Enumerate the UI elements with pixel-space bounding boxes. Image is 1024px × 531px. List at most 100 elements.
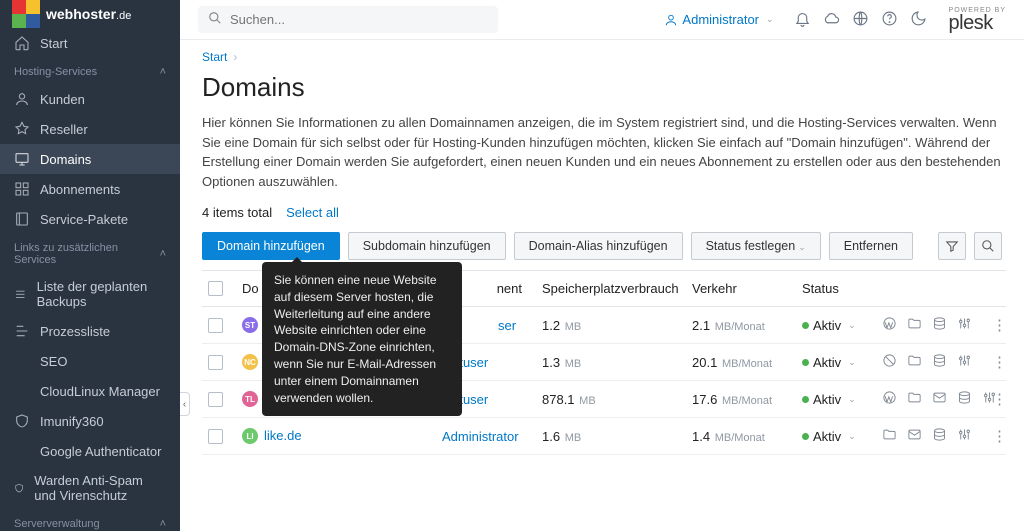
page-title: Domains — [202, 72, 1002, 103]
select-all-checkbox[interactable] — [208, 281, 223, 296]
chevron-right-icon: › — [233, 50, 237, 64]
filter-button[interactable] — [938, 232, 966, 260]
row-checkbox[interactable] — [208, 392, 223, 407]
nav-group-hosting[interactable]: Hosting-Services˄ — [0, 58, 180, 84]
search-button[interactable] — [974, 232, 1002, 260]
nav-kunden[interactable]: Kunden — [0, 84, 180, 114]
db-icon[interactable] — [932, 353, 947, 371]
db-icon[interactable] — [932, 427, 947, 445]
add-domain-button[interactable]: Domain hinzufügen — [202, 232, 340, 260]
nav-seo[interactable]: SEO — [0, 346, 180, 376]
brand-logo[interactable]: webhoster.de — [0, 0, 180, 28]
chevron-up-icon: ˄ — [160, 248, 166, 260]
sliders-icon[interactable] — [957, 427, 972, 445]
block-icon[interactable] — [882, 353, 897, 371]
bell-icon[interactable] — [794, 10, 811, 30]
mail-icon[interactable] — [907, 427, 922, 445]
home-icon — [14, 35, 30, 51]
help-icon[interactable] — [881, 10, 898, 30]
nav-group-server[interactable]: Serververwaltung˄ — [0, 510, 180, 531]
page-description: Hier können Sie Informationen zu allen D… — [202, 113, 1002, 191]
db-icon[interactable] — [932, 316, 947, 334]
nav-start[interactable]: Start — [0, 28, 180, 58]
nav-cloudlinux[interactable]: CloudLinux Manager — [0, 376, 180, 406]
folder-icon[interactable] — [907, 353, 922, 371]
table-row: LIlike.de Administrator 1.6 MB 1.4 MB/Mo… — [202, 418, 1006, 455]
set-status-button[interactable]: Status festlegen⌄ — [691, 232, 821, 260]
nav-domains[interactable]: Domains — [0, 144, 180, 174]
globe-icon[interactable] — [852, 10, 869, 30]
wp-icon[interactable] — [882, 316, 897, 334]
content: Start› Domains Hier können Sie Informati… — [180, 40, 1024, 455]
chevron-down-icon: ⌄ — [766, 14, 774, 25]
disk-value: 1.3 — [542, 355, 560, 370]
user-icon — [14, 91, 30, 107]
more-menu[interactable]: ⋮ — [992, 391, 1007, 408]
cloud-icon[interactable] — [823, 10, 840, 30]
seo-icon — [14, 353, 30, 369]
google-auth-icon — [14, 443, 30, 459]
subscriber-link[interactable]: Administrator — [442, 429, 519, 444]
plesk-brand: POWERED BYplesk — [949, 7, 1006, 32]
chevron-up-icon: ˄ — [160, 66, 166, 78]
more-menu[interactable]: ⋮ — [992, 354, 1007, 371]
status-badge[interactable]: Aktiv⌄ — [802, 355, 870, 370]
book-icon — [14, 211, 30, 227]
user-icon — [664, 13, 678, 27]
toolbar: Domain hinzufügen Subdomain hinzufügen D… — [202, 232, 1002, 260]
col-status[interactable]: Status — [796, 271, 876, 307]
nav-warden[interactable]: Warden Anti-Spam und Virenschutz — [0, 466, 180, 510]
nav-backups[interactable]: Liste der geplanten Backups — [0, 272, 180, 316]
row-checkbox[interactable] — [208, 355, 223, 370]
status-badge[interactable]: Aktiv⌄ — [802, 318, 870, 333]
search-input-wrapper[interactable] — [198, 6, 498, 33]
cloudlinux-icon — [14, 383, 30, 399]
row-checkbox[interactable] — [208, 318, 223, 333]
nav-prozessliste[interactable]: Prozessliste — [0, 316, 180, 346]
disk-value: 878.1 — [542, 392, 575, 407]
add-subdomain-button[interactable]: Subdomain hinzufügen — [348, 232, 506, 260]
nav-imunify[interactable]: Imunify360 — [0, 406, 180, 436]
traffic-value: 20.1 — [692, 355, 717, 370]
search-icon — [208, 11, 222, 28]
sliders-icon[interactable] — [957, 316, 972, 334]
folder-icon[interactable] — [907, 390, 922, 408]
folder-icon[interactable] — [882, 427, 897, 445]
search-input[interactable] — [230, 12, 488, 27]
admin-menu[interactable]: Administrator⌄ — [664, 12, 773, 27]
monitor-icon — [14, 151, 30, 167]
status-badge[interactable]: Aktiv⌄ — [802, 392, 870, 407]
domain-link[interactable]: like.de — [264, 428, 302, 443]
col-traffic[interactable]: Verkehr — [686, 271, 796, 307]
site-icon: NC — [242, 354, 258, 370]
status-badge[interactable]: Aktiv⌄ — [802, 429, 870, 444]
shield-icon — [14, 413, 30, 429]
dark-mode-icon[interactable] — [910, 10, 927, 30]
nav-gauth[interactable]: Google Authenticator — [0, 436, 180, 466]
more-menu[interactable]: ⋮ — [992, 428, 1007, 445]
nav-reseller[interactable]: Reseller — [0, 114, 180, 144]
nav-abonnements[interactable]: Abonnements — [0, 174, 180, 204]
mail-icon[interactable] — [932, 390, 947, 408]
nav-group-links[interactable]: Links zu zusätzlichen Services˄ — [0, 234, 180, 272]
chevron-down-icon: ⌄ — [798, 242, 806, 252]
add-alias-button[interactable]: Domain-Alias hinzufügen — [514, 232, 683, 260]
remove-button[interactable]: Entfernen — [829, 232, 913, 260]
sliders-icon[interactable] — [957, 353, 972, 371]
site-icon: LI — [242, 428, 258, 444]
more-menu[interactable]: ⋮ — [992, 317, 1007, 334]
select-all-link[interactable]: Select all — [286, 205, 339, 220]
nav-servicepakete[interactable]: Service-Pakete — [0, 204, 180, 234]
site-icon: TL — [242, 391, 258, 407]
main: Administrator⌄ POWERED BYplesk Start› Do… — [180, 0, 1024, 531]
traffic-value: 2.1 — [692, 318, 710, 333]
topbar: Administrator⌄ POWERED BYplesk — [180, 0, 1024, 40]
sidebar-collapse-handle[interactable]: ‹ — [180, 392, 190, 416]
warden-icon — [14, 480, 24, 496]
breadcrumb[interactable]: Start› — [202, 50, 1002, 64]
col-disk[interactable]: Speicherplatzverbrauch — [536, 271, 686, 307]
folder-icon[interactable] — [907, 316, 922, 334]
db-icon[interactable] — [957, 390, 972, 408]
wp-icon[interactable] — [882, 390, 897, 408]
row-checkbox[interactable] — [208, 429, 223, 444]
